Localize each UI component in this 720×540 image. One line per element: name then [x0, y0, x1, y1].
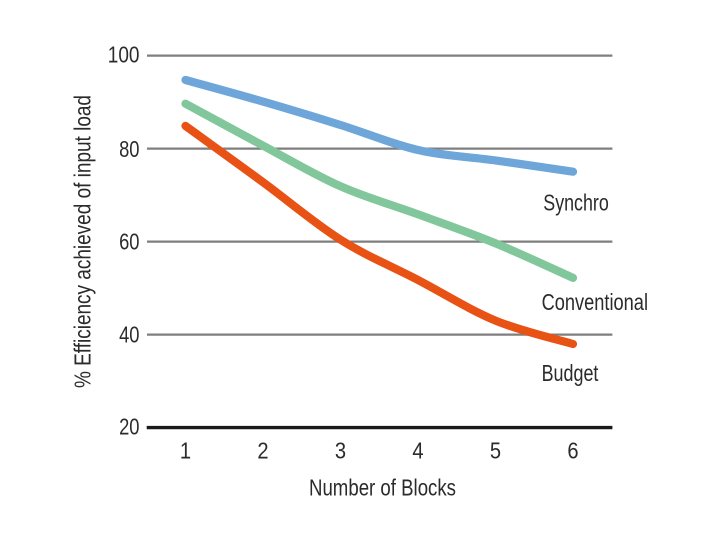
svg-text:6: 6	[567, 438, 578, 464]
svg-text:% Efficiency achieved of input: % Efficiency achieved of input load	[70, 95, 96, 388]
svg-text:Synchro: Synchro	[543, 189, 609, 215]
svg-text:4: 4	[412, 438, 423, 464]
svg-text:Number of Blocks: Number of Blocks	[309, 474, 456, 500]
svg-text:100: 100	[108, 42, 140, 68]
svg-text:3: 3	[335, 438, 346, 464]
svg-text:40: 40	[119, 322, 139, 348]
svg-text:Budget: Budget	[542, 360, 599, 386]
svg-text:20: 20	[119, 414, 139, 440]
svg-text:Conventional: Conventional	[542, 289, 648, 315]
svg-text:2: 2	[257, 438, 268, 464]
svg-text:80: 80	[119, 136, 139, 162]
svg-text:60: 60	[119, 229, 139, 255]
svg-text:1: 1	[180, 438, 191, 464]
svg-text:5: 5	[490, 438, 501, 464]
